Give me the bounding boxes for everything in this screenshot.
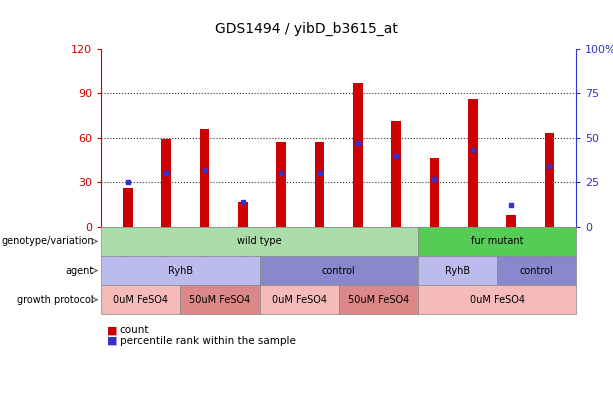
Text: fur mutant: fur mutant: [471, 237, 524, 246]
Text: GDS1494 / yibD_b3615_at: GDS1494 / yibD_b3615_at: [215, 22, 398, 36]
Text: 0uM FeSO4: 0uM FeSO4: [272, 295, 327, 305]
Text: control: control: [322, 266, 356, 275]
Bar: [161, 139, 171, 227]
Bar: [200, 129, 210, 227]
Text: RyhB: RyhB: [168, 266, 193, 275]
Bar: [530, 227, 569, 228]
Bar: [454, 227, 492, 228]
Bar: [224, 227, 262, 228]
Text: growth protocol: growth protocol: [17, 295, 94, 305]
Bar: [338, 227, 377, 228]
Text: control: control: [520, 266, 554, 275]
Text: wild type: wild type: [237, 237, 282, 246]
Bar: [416, 227, 454, 228]
Text: 0uM FeSO4: 0uM FeSO4: [470, 295, 525, 305]
Text: ■: ■: [107, 326, 118, 335]
Bar: [314, 142, 324, 227]
Bar: [353, 83, 363, 227]
Text: 50uM FeSO4: 50uM FeSO4: [348, 295, 409, 305]
Bar: [147, 227, 186, 228]
Text: genotype/variation: genotype/variation: [1, 237, 94, 246]
Bar: [377, 227, 416, 228]
Bar: [492, 227, 530, 228]
Bar: [468, 99, 478, 227]
Text: RyhB: RyhB: [445, 266, 470, 275]
Bar: [109, 227, 147, 228]
Text: agent: agent: [66, 266, 94, 275]
Text: 0uM FeSO4: 0uM FeSO4: [113, 295, 168, 305]
Bar: [123, 188, 133, 227]
Bar: [506, 215, 516, 227]
Text: 50uM FeSO4: 50uM FeSO4: [189, 295, 251, 305]
Bar: [430, 158, 440, 227]
Text: count: count: [120, 326, 149, 335]
Bar: [391, 122, 401, 227]
Text: percentile rank within the sample: percentile rank within the sample: [120, 336, 295, 345]
Text: ■: ■: [107, 336, 118, 345]
Bar: [300, 227, 338, 228]
Bar: [276, 142, 286, 227]
Bar: [238, 202, 248, 227]
Bar: [186, 227, 224, 228]
Bar: [262, 227, 300, 228]
Bar: [544, 133, 554, 227]
